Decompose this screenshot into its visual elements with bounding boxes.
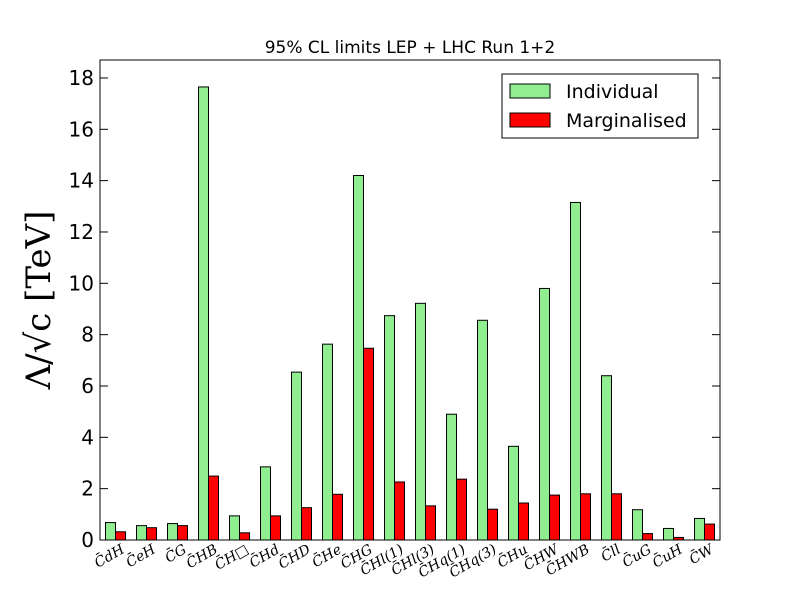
bar-marginalised xyxy=(394,481,405,541)
y-tick-label: 4 xyxy=(81,425,94,449)
bar-marginalised xyxy=(642,533,653,541)
x-tick-label: C̄Hd xyxy=(246,540,282,571)
bar-individual xyxy=(570,201,581,541)
plot-frame xyxy=(99,59,721,541)
bar-individual xyxy=(539,287,550,541)
y-tick-label: 18 xyxy=(69,66,94,90)
bar-individual xyxy=(353,175,364,541)
x-tick-label: C̄ll xyxy=(598,540,624,565)
legend-label-individual: Individual xyxy=(566,81,659,103)
bar-marginalised xyxy=(580,493,591,541)
bar-individual xyxy=(291,371,302,541)
bar-marginalised xyxy=(549,494,560,541)
bar-individual xyxy=(384,315,395,541)
bar-marginalised xyxy=(363,347,374,541)
bar-marginalised xyxy=(425,505,436,541)
bar-individual xyxy=(601,375,612,541)
y-tick-label: 10 xyxy=(69,271,94,295)
legend-swatch-individual xyxy=(509,83,551,99)
bar-individual xyxy=(322,343,333,541)
legend: Individual Marginalised xyxy=(501,73,699,139)
chart-title: 95% CL limits LEP + LHC Run 1+2 xyxy=(265,38,556,58)
bar-marginalised xyxy=(177,525,188,541)
x-tick-label: C̄W xyxy=(686,539,718,568)
bar-individual xyxy=(136,525,147,541)
x-tick-label: C̄uH xyxy=(649,540,686,572)
bar-marginalised xyxy=(270,515,281,541)
x-tick-label: C̄dH xyxy=(91,540,128,572)
bar-marginalised xyxy=(518,502,529,541)
bar-individual xyxy=(167,523,178,541)
bar-individual xyxy=(198,86,209,541)
x-tick-label: C̄eH xyxy=(123,540,159,571)
x-tick-label: C̄H□ xyxy=(211,540,251,573)
bar-marginalised xyxy=(611,493,622,541)
x-tick-label: C̄HB xyxy=(183,540,221,572)
bar-individual xyxy=(632,509,643,541)
bar-marginalised xyxy=(487,508,498,541)
legend-swatch-marginalised xyxy=(509,112,551,128)
x-tick-label: C̄He xyxy=(309,540,345,571)
y-tick-label: 8 xyxy=(81,323,94,347)
bar-marginalised xyxy=(115,531,126,541)
bar-individual xyxy=(446,413,457,541)
bar-individual xyxy=(508,445,519,541)
x-tick-label: C̄uG xyxy=(619,540,655,571)
y-tick-label: 16 xyxy=(69,117,94,141)
bar-marginalised xyxy=(239,532,250,541)
y-tick-label: 0 xyxy=(81,528,94,552)
legend-label-marginalised: Marginalised xyxy=(566,110,687,132)
x-tick-label: C̄HD xyxy=(275,540,313,572)
y-tick-label: 14 xyxy=(69,169,94,193)
bar-marginalised xyxy=(208,475,219,541)
y-tick-label: 6 xyxy=(81,374,94,398)
bar-marginalised xyxy=(146,527,157,541)
bar-individual xyxy=(260,466,271,541)
y-axis-label: Λ/√c [TeV] xyxy=(19,211,59,391)
bar-individual xyxy=(477,319,488,541)
bar-individual xyxy=(663,527,674,541)
bar-marginalised xyxy=(301,507,312,541)
bar-individual xyxy=(105,522,116,541)
bar-marginalised xyxy=(704,523,715,541)
bar-individual xyxy=(694,517,705,541)
bar-marginalised xyxy=(332,493,343,541)
bar-individual xyxy=(229,515,240,541)
y-tick-label: 2 xyxy=(81,477,94,501)
y-tick-label: 12 xyxy=(69,220,94,244)
bar-individual xyxy=(415,302,426,541)
bar-marginalised xyxy=(456,478,467,541)
